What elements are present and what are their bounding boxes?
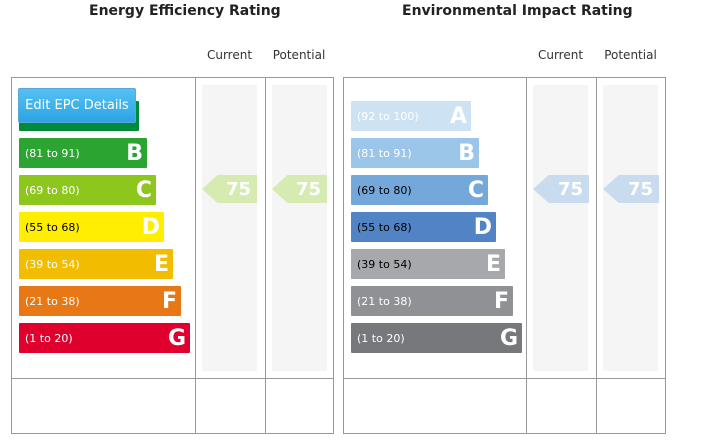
energy-band-range: (81 to 91) xyxy=(25,146,80,160)
divider xyxy=(526,78,527,433)
energy-potential-track xyxy=(272,85,327,371)
edit-epc-details-button[interactable]: Edit EPC Details xyxy=(18,88,136,123)
environment-band-range: (21 to 38) xyxy=(357,294,412,308)
environment-band-range: (39 to 54) xyxy=(357,257,412,271)
energy-potential-header: Potential xyxy=(272,48,326,62)
energy-potential-value: 75 xyxy=(295,178,321,200)
environment-band-g: (1 to 20) G xyxy=(351,323,522,353)
environment-band-b: (81 to 91) B xyxy=(351,138,479,168)
energy-rating-panel: (92 to 100)A(81 to 91)B(69 to 80)C(55 to… xyxy=(11,77,334,434)
energy-band-range: (1 to 20) xyxy=(25,331,73,345)
energy-band-letter: B xyxy=(126,140,143,166)
environment-band-c: (69 to 80) C xyxy=(351,175,488,205)
energy-band-f: (21 to 38) F xyxy=(19,286,181,316)
energy-band-range: (55 to 68) xyxy=(25,220,80,234)
environment-band-range: (81 to 91) xyxy=(357,146,412,160)
energy-band-letter: D xyxy=(141,214,160,240)
environment-current-value: 75 xyxy=(557,178,583,200)
environment-rating-panel: (92 to 100) A (81 to 91) B (69 to 80) C (55 to… xyxy=(343,77,666,434)
environment-band-range: (55 to 68) xyxy=(357,220,412,234)
environment-band-a: (92 to 100) A xyxy=(351,101,471,131)
environment-potential-value: 75 xyxy=(627,178,653,200)
divider xyxy=(596,78,597,433)
divider xyxy=(12,378,333,379)
environment-current-header: Current xyxy=(537,48,584,62)
energy-band-b: (81 to 91) B xyxy=(19,138,147,168)
energy-title: Energy Efficiency Rating xyxy=(89,3,281,19)
energy-current-header: Current xyxy=(206,48,253,62)
energy-band-range: (39 to 54) xyxy=(25,257,80,271)
environment-potential-header: Potential xyxy=(604,48,657,62)
environment-band-letter: B xyxy=(458,140,475,166)
divider xyxy=(344,378,665,379)
energy-current-track xyxy=(202,85,257,371)
environment-band-e: (39 to 54) E xyxy=(351,249,505,279)
energy-band-g: (1 to 20) G xyxy=(19,323,190,353)
environment-band-letter: E xyxy=(485,251,501,277)
environment-title: Environmental Impact Rating xyxy=(402,3,633,19)
environment-band-letter: F xyxy=(493,288,509,314)
energy-band-letter: C xyxy=(135,177,152,203)
environment-band-range: (69 to 80) xyxy=(357,183,412,197)
environment-band-range: (1 to 20) xyxy=(357,331,405,345)
environment-band-letter: A xyxy=(449,103,467,129)
environment-band-letter: D xyxy=(473,214,492,240)
environment-band-f: (21 to 38) F xyxy=(351,286,513,316)
energy-band-d: (55 to 68) D xyxy=(19,212,164,242)
energy-band-range: (21 to 38) xyxy=(25,294,80,308)
environment-band-d: (55 to 68) D xyxy=(351,212,496,242)
energy-band-letter: G xyxy=(167,325,186,351)
divider xyxy=(265,78,266,433)
energy-band-e: (39 to 54) E xyxy=(19,249,173,279)
environment-band-letter: G xyxy=(499,325,518,351)
environment-band-letter: C xyxy=(467,177,484,203)
environment-current-track xyxy=(533,85,588,371)
energy-band-c: (69 to 80) C xyxy=(19,175,156,205)
energy-current-value: 75 xyxy=(225,178,251,200)
energy-band-letter: E xyxy=(153,251,169,277)
environment-band-range: (92 to 100) xyxy=(357,109,419,123)
energy-band-range: (69 to 80) xyxy=(25,183,80,197)
environment-potential-track xyxy=(603,85,658,371)
energy-band-letter: F xyxy=(161,288,177,314)
divider xyxy=(195,78,196,433)
